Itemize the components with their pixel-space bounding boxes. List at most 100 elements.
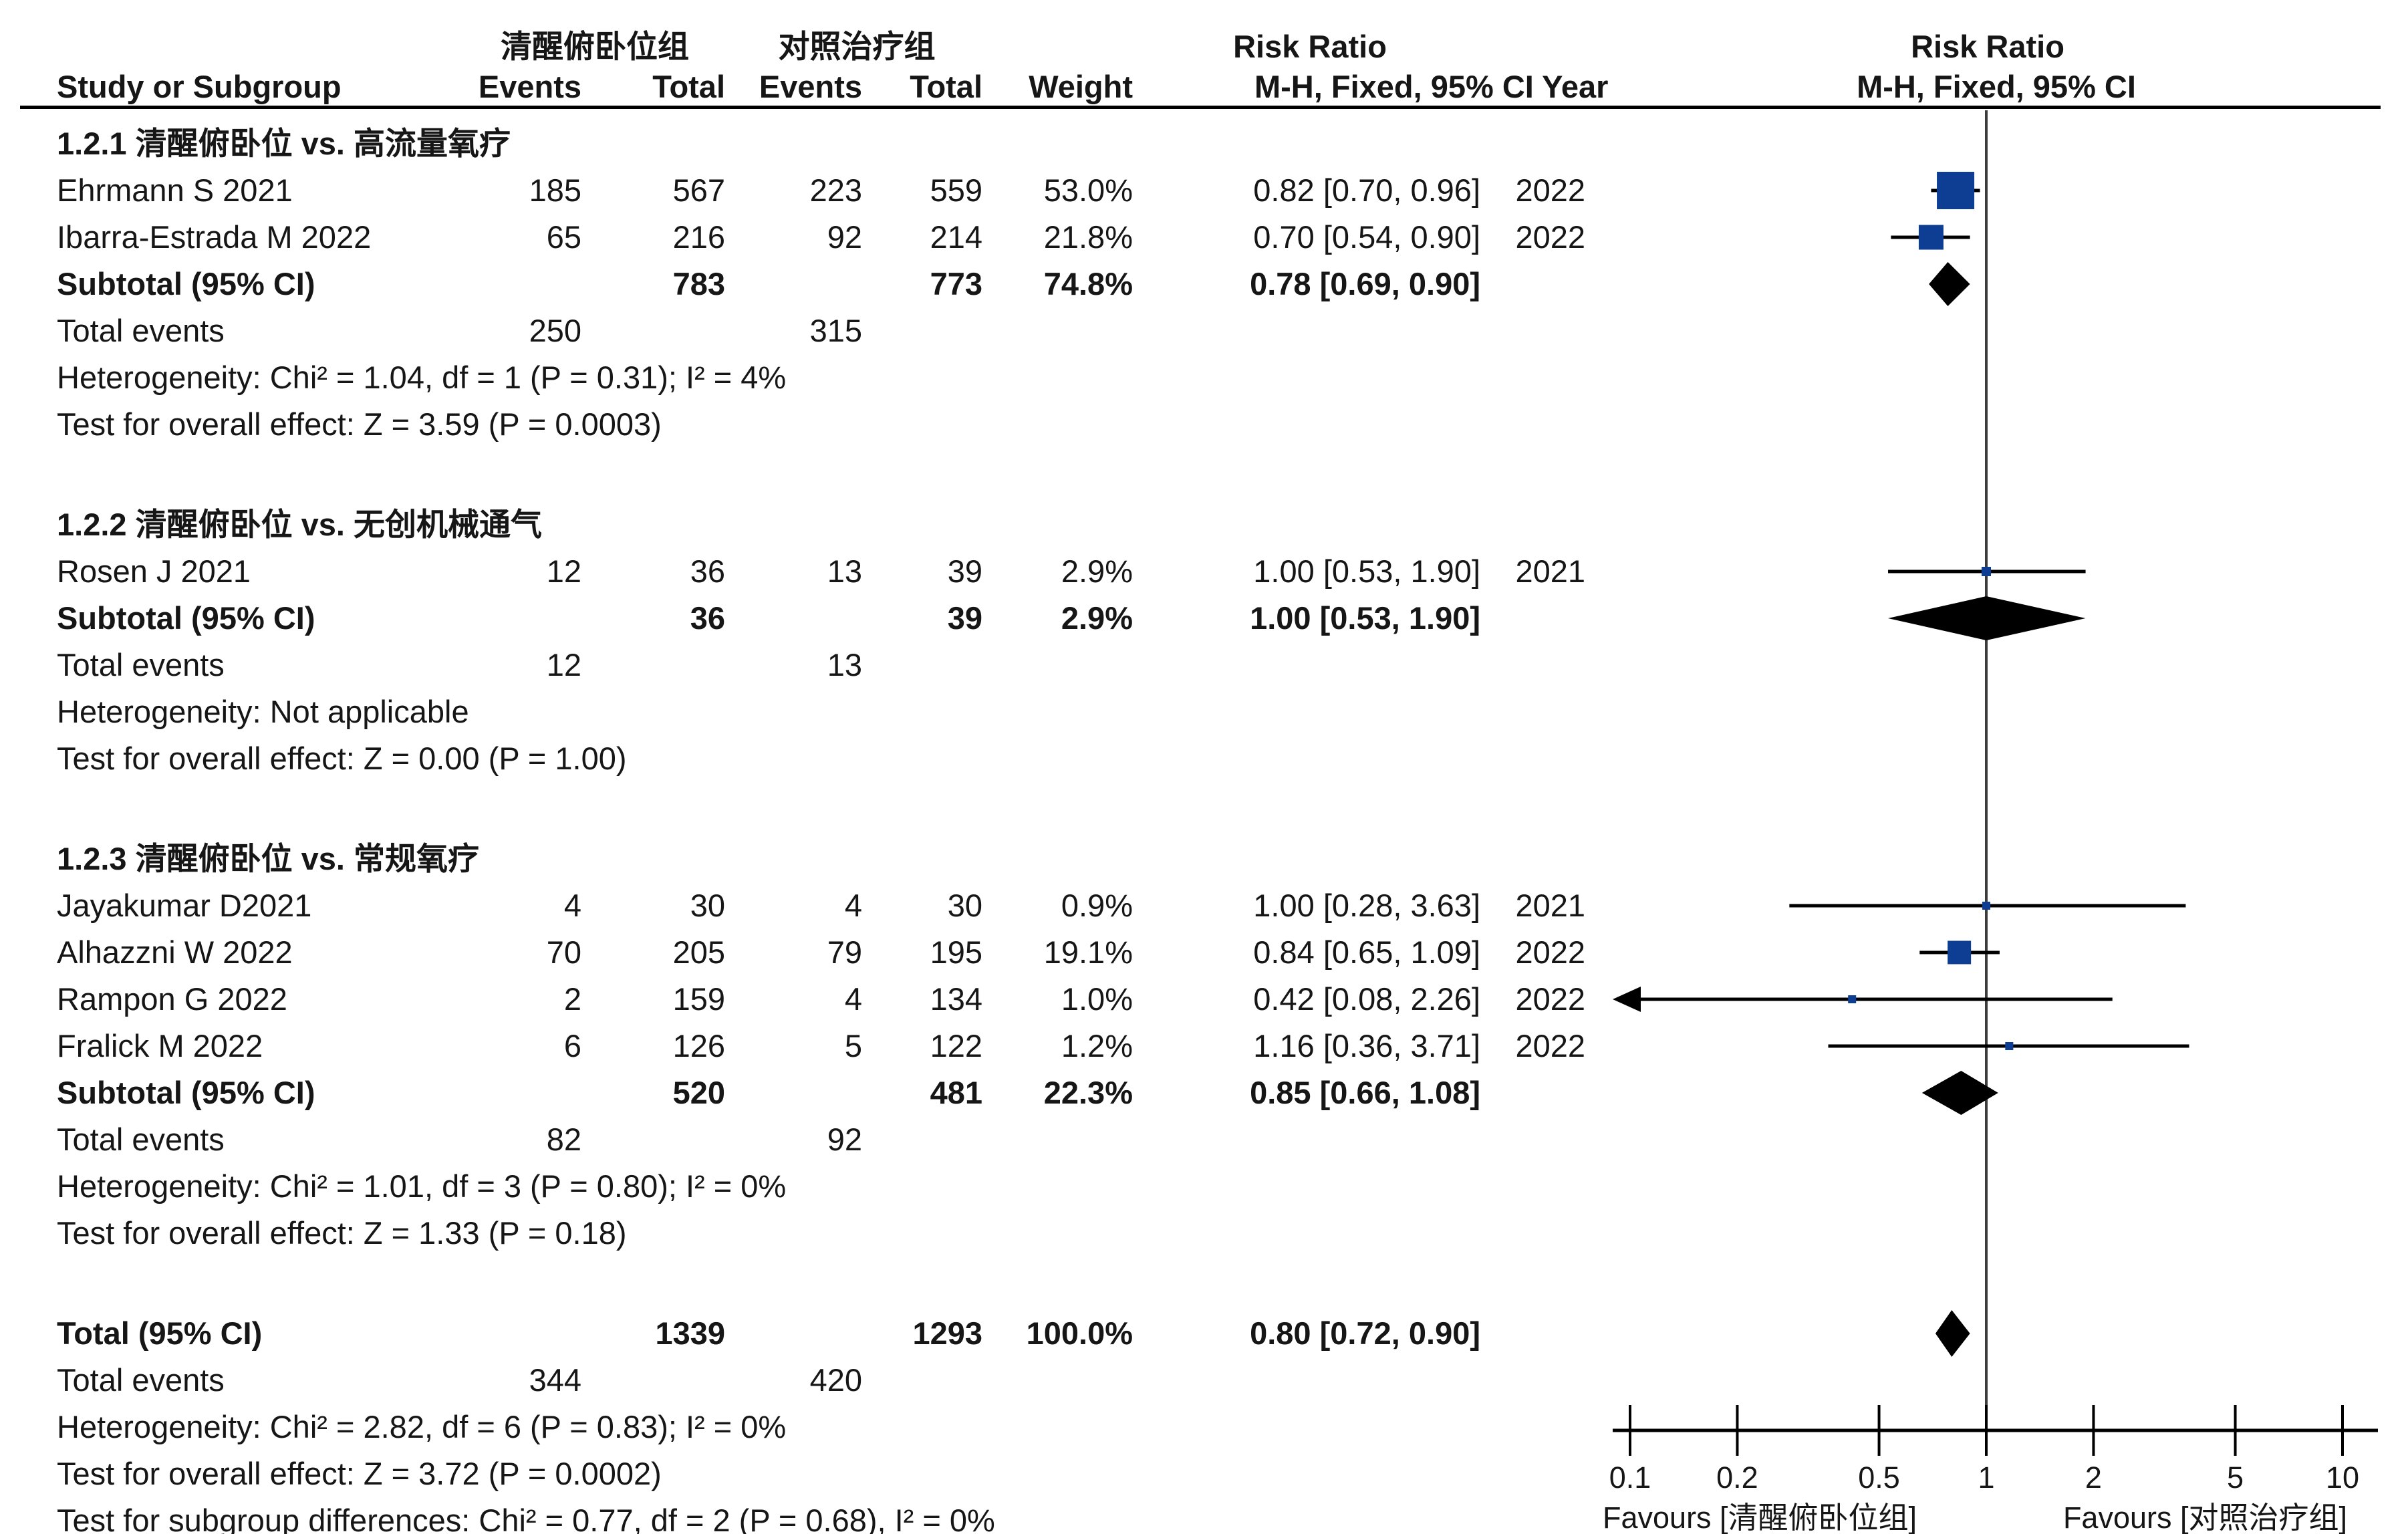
events1-cell: 65 (546, 219, 581, 255)
subtotal-rr-ci: 0.85 [0.66, 1.08] (1250, 1075, 1480, 1110)
study-name: Jayakumar D2021 (57, 888, 312, 923)
subgroup-differences-line: Test for subgroup differences: Chi² = 0.… (57, 1503, 995, 1534)
rr-ci-cell: 1.00 [0.28, 3.63] (1253, 888, 1480, 923)
x-axis-tick-label: 0.1 (1609, 1460, 1651, 1495)
study-point-estimate (1848, 995, 1857, 1003)
events1-cell: 2 (563, 981, 581, 1017)
total-events-label: Total events (57, 313, 225, 348)
rr-column-title: Risk Ratio (1233, 29, 1387, 64)
study-name: Ibarra-Estrada M 2022 (57, 219, 372, 255)
total2-cell: 122 (930, 1028, 982, 1063)
subtotal-label: Subtotal (95% CI) (57, 1075, 315, 1110)
study-point-estimate (1918, 225, 1944, 250)
pooled-diamond (1921, 1071, 1998, 1115)
pooled-diamond (1935, 1310, 1970, 1357)
total-events1: 82 (546, 1122, 581, 1157)
events1-column-header: Events (478, 69, 581, 104)
grand-total-events1: 344 (529, 1362, 581, 1398)
header-rule (20, 106, 2381, 109)
subtotal-weight: 2.9% (1061, 600, 1133, 636)
x-axis-tick-label: 0.5 (1858, 1460, 1900, 1495)
subtotal-total2: 773 (930, 266, 982, 301)
total1-cell: 36 (690, 553, 725, 589)
subgroup-title: 1.2.2 清醒俯卧位 vs. 无创机械通气 (57, 507, 543, 542)
weight-column-header: Weight (1029, 69, 1133, 104)
study-column-header: Study or Subgroup (57, 69, 342, 104)
total-events1: 250 (529, 313, 581, 348)
study-point-estimate (2005, 1042, 2014, 1050)
total-events-label: Total events (57, 647, 225, 682)
total1-cell: 216 (672, 219, 725, 255)
heterogeneity-line: Heterogeneity: Not applicable (57, 694, 469, 729)
total2-cell: 39 (947, 553, 982, 589)
year-cell: 2022 (1515, 934, 1585, 970)
weight-cell: 0.9% (1061, 888, 1133, 923)
study-point-estimate (1982, 902, 1990, 910)
total2-cell: 134 (930, 981, 982, 1017)
study-name: Alhazzni W 2022 (57, 934, 293, 970)
study-name: Rosen J 2021 (57, 553, 251, 589)
year-cell: 2022 (1515, 219, 1585, 255)
study-point-estimate (1937, 172, 1975, 209)
x-axis-tick-label: 2 (2085, 1460, 2102, 1495)
events1-cell: 6 (563, 1028, 581, 1063)
subtotal-total2: 481 (930, 1075, 982, 1110)
events2-cell: 4 (844, 888, 862, 923)
study-name: Ehrmann S 2021 (57, 172, 293, 208)
plot-title: Risk Ratio (1911, 29, 2064, 64)
subtotal-label: Subtotal (95% CI) (57, 600, 315, 636)
total1-column-header: Total (652, 69, 725, 104)
subgroup-title: 1.2.3 清醒俯卧位 vs. 常规氧疗 (57, 841, 480, 876)
x-axis-tick-label: 5 (2227, 1460, 2244, 1495)
group2-header: 对照治疗组 (778, 29, 936, 64)
total-label: Total (95% CI) (57, 1315, 263, 1351)
subtotal-total1: 36 (690, 600, 725, 636)
grand-total-events2: 420 (809, 1362, 862, 1398)
subtotal-rr-ci: 0.78 [0.69, 0.90] (1250, 266, 1480, 301)
total1-cell: 567 (672, 172, 725, 208)
overall-effect-line: Test for overall effect: Z = 3.59 (P = 0… (57, 406, 662, 442)
weight-cell: 19.1% (1043, 934, 1133, 970)
study-name: Fralick M 2022 (57, 1028, 263, 1063)
subtotal-rr-ci: 1.00 [0.53, 1.90] (1250, 600, 1480, 636)
weight-cell: 53.0% (1043, 172, 1133, 208)
total2-cell: 214 (930, 219, 982, 255)
weight-cell: 1.0% (1061, 981, 1133, 1017)
subtotal-total2: 39 (947, 600, 982, 636)
rr-ci-year-column-header: M-H, Fixed, 95% CI Year (1254, 69, 1609, 104)
heterogeneity-line: Heterogeneity: Chi² = 1.04, df = 1 (P = … (57, 360, 787, 395)
total2-cell: 195 (930, 934, 982, 970)
rr-ci-cell: 1.16 [0.36, 3.71] (1253, 1028, 1480, 1063)
total2-cell: 559 (930, 172, 982, 208)
total-events2: 315 (809, 313, 862, 348)
subtotal-total1: 520 (672, 1075, 725, 1110)
events2-cell: 92 (827, 219, 862, 255)
total1-cell: 30 (690, 888, 725, 923)
weight-cell: 1.2% (1061, 1028, 1133, 1063)
total-events2: 92 (827, 1122, 862, 1157)
x-axis-tick-label: 1 (1978, 1460, 1995, 1495)
total1-cell: 159 (672, 981, 725, 1017)
rr-ci-cell: 0.42 [0.08, 2.26] (1253, 981, 1480, 1017)
x-axis-tick-label: 10 (2325, 1460, 2360, 1495)
subtotal-label: Subtotal (95% CI) (57, 266, 315, 301)
study-name: Rampon G 2022 (57, 981, 287, 1017)
overall-effect-line: Test for overall effect: Z = 1.33 (P = 0… (57, 1215, 627, 1251)
total-weight: 100.0% (1026, 1315, 1133, 1351)
subtotal-weight: 74.8% (1043, 266, 1133, 301)
rr-ci-cell: 0.70 [0.54, 0.90] (1253, 219, 1480, 255)
events2-cell: 5 (844, 1028, 862, 1063)
rr-ci-cell: 0.84 [0.65, 1.09] (1253, 934, 1480, 970)
events1-cell: 12 (546, 553, 581, 589)
total-events1: 12 (546, 647, 581, 682)
pooled-diamond (1929, 262, 1970, 306)
study-point-estimate (1948, 940, 1972, 965)
group1-header: 清醒俯卧位组 (501, 29, 689, 64)
weight-cell: 2.9% (1061, 553, 1133, 589)
rr-ci-cell: 1.00 [0.53, 1.90] (1253, 553, 1480, 589)
total-rr-ci: 0.80 [0.72, 0.90] (1250, 1315, 1480, 1351)
year-cell: 2021 (1515, 553, 1585, 589)
total-total2: 1293 (912, 1315, 982, 1351)
x-axis-tick-label: 0.2 (1716, 1460, 1758, 1495)
